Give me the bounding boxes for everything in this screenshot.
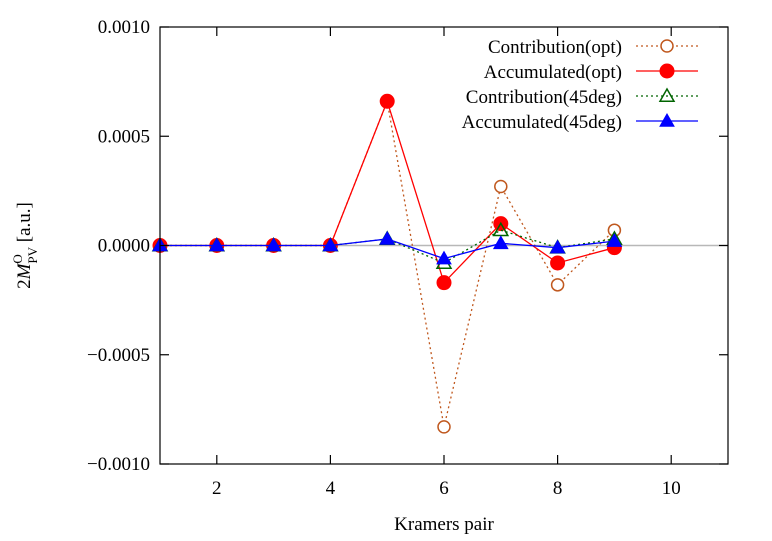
y-axis-label-subscript: PV — [25, 246, 40, 263]
legend-label: Contribution(opt) — [488, 37, 622, 58]
y-tick-label: 0.0010 — [98, 17, 150, 38]
data-point — [436, 250, 452, 265]
legend-entry: Contribution(45deg) — [466, 87, 698, 108]
data-point — [492, 235, 509, 250]
plot-area — [151, 26, 729, 465]
y-tick-label: −0.0005 — [87, 345, 150, 366]
y-axis-label-prefix: 2 — [14, 279, 35, 289]
y-tick-labels: −0.0010 −0.0005 0.0000 0.0005 0.0010 — [87, 17, 150, 475]
y-tick-label: −0.0010 — [87, 454, 150, 475]
y-tick-label: 0.0005 — [98, 126, 150, 147]
series-4 — [152, 230, 623, 265]
legend-marker — [659, 112, 675, 127]
data-point — [550, 255, 566, 271]
data-point — [379, 93, 395, 109]
data-point — [437, 420, 451, 434]
y-axis-label-symbol: M — [14, 262, 35, 280]
legend-marker — [660, 39, 674, 53]
data-point — [494, 179, 508, 194]
data-point — [208, 237, 225, 252]
x-tick-label: 6 — [439, 478, 449, 499]
x-tick-labels: 2 4 6 8 10 — [212, 478, 681, 499]
legend-label: Accumulated(opt) — [484, 62, 622, 83]
legend: Contribution(opt) Accumulated(opt) Contrib… — [462, 37, 698, 133]
x-tick-label: 8 — [553, 478, 563, 499]
legend-entry: Accumulated(45deg) — [462, 112, 698, 133]
x-tick-label: 10 — [662, 478, 681, 499]
legend-marker — [659, 63, 675, 79]
series-layer — [151, 93, 623, 434]
y-axis-label-superscript: O — [10, 254, 25, 263]
data-point — [436, 275, 452, 291]
legend-marker — [658, 87, 676, 102]
legend-label: Accumulated(45deg) — [462, 112, 622, 133]
series-line — [160, 98, 615, 428]
legend-label: Contribution(45deg) — [466, 87, 622, 108]
legend-entry: Contribution(opt) — [488, 37, 698, 58]
y-tick-label: 0.0000 — [98, 236, 150, 257]
data-point — [606, 233, 623, 247]
legend-entry: Accumulated(opt) — [484, 62, 698, 83]
y-axis-label-suffix: [a.u.] — [14, 202, 35, 247]
data-point — [322, 237, 339, 252]
x-tick-label: 2 — [212, 478, 222, 499]
data-point — [549, 239, 566, 254]
x-tick-label: 4 — [326, 478, 336, 499]
x-axis-label: Kramers pair — [394, 514, 494, 535]
axis-ticks — [160, 26, 728, 465]
data-point — [379, 230, 396, 245]
data-point — [265, 237, 282, 252]
y-axis-label: 2MOPV [a.u.] — [10, 202, 40, 289]
data-point — [550, 278, 565, 292]
